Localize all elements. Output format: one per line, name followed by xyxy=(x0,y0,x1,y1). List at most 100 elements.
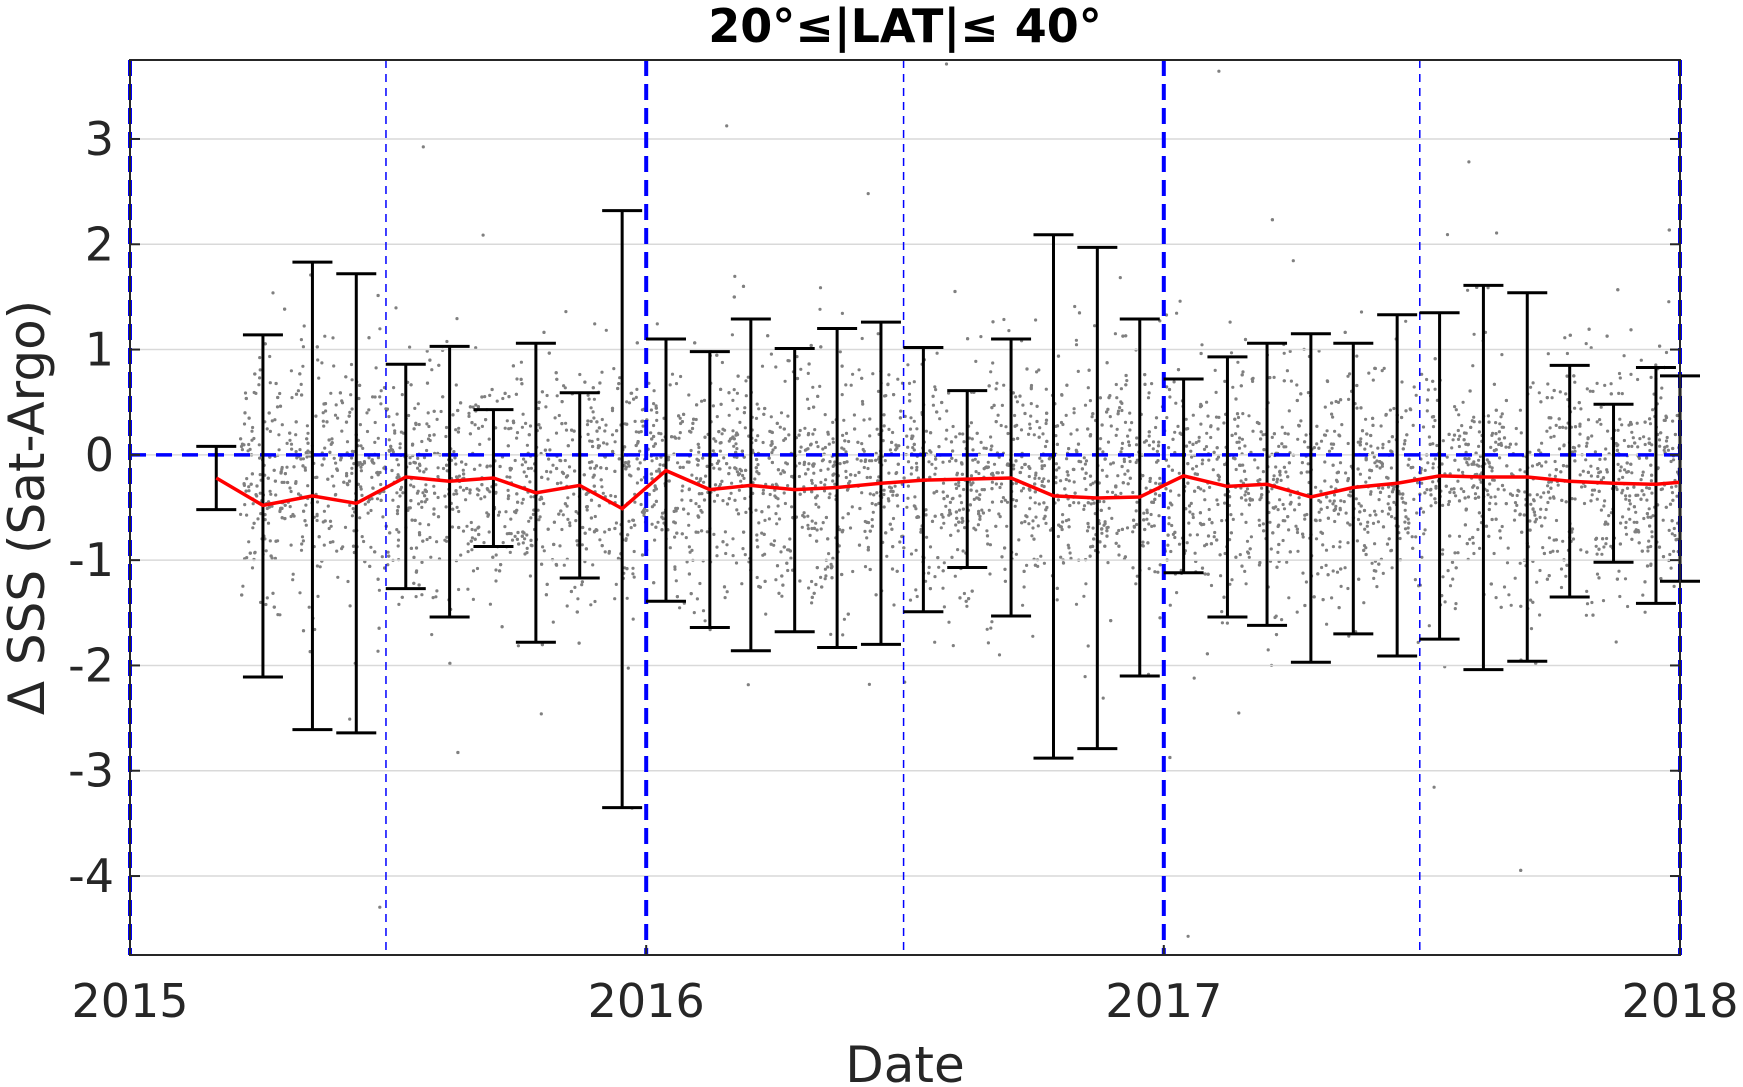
scatter-point xyxy=(454,489,458,493)
scatter-point xyxy=(245,513,249,517)
scatter-point xyxy=(1509,603,1513,607)
scatter-point xyxy=(1348,494,1352,498)
scatter-point xyxy=(456,430,460,434)
scatter-point xyxy=(511,364,515,368)
scatter-point xyxy=(1587,327,1591,331)
scatter-point xyxy=(778,425,782,429)
scatter-point xyxy=(1585,441,1589,445)
scatter-point xyxy=(1667,300,1671,304)
scatter-point xyxy=(1154,416,1159,420)
scatter-point xyxy=(418,469,422,473)
scatter-point xyxy=(1121,481,1125,485)
scatter-point xyxy=(1392,406,1396,411)
scatter-point xyxy=(641,419,645,423)
scatter-point xyxy=(278,404,283,408)
scatter-point xyxy=(1363,527,1367,531)
scatter-point xyxy=(1643,442,1647,447)
scatter-point xyxy=(243,411,247,415)
scatter-point xyxy=(729,491,733,495)
scatter-point xyxy=(508,475,512,479)
scatter-point xyxy=(882,413,886,417)
scatter-point xyxy=(1459,487,1463,491)
scatter-point xyxy=(1470,419,1474,423)
scatter-point xyxy=(461,529,466,533)
scatter-point xyxy=(342,480,346,484)
scatter-point xyxy=(992,403,996,407)
scatter-point xyxy=(1166,533,1170,537)
scatter-point xyxy=(501,396,505,401)
scatter-point xyxy=(1287,461,1291,465)
scatter-point xyxy=(958,596,962,600)
scatter-point xyxy=(417,422,421,427)
scatter-point xyxy=(1673,533,1677,538)
scatter-point xyxy=(703,619,707,623)
scatter-point xyxy=(810,601,814,605)
scatter-point xyxy=(1064,477,1068,482)
scatter-point xyxy=(775,421,779,425)
scatter-point xyxy=(1109,619,1113,623)
scatter-point xyxy=(1151,500,1156,504)
scatter-point xyxy=(810,579,814,584)
scatter-point xyxy=(362,539,366,544)
scatter-point xyxy=(1230,578,1234,582)
scatter-point xyxy=(1046,479,1051,483)
scatter-point xyxy=(467,414,471,418)
scatter-point xyxy=(1306,391,1310,395)
scatter-point xyxy=(933,514,937,518)
scatter-point xyxy=(1403,520,1407,524)
scatter-point xyxy=(1239,384,1243,388)
scatter-point xyxy=(1386,485,1391,489)
scatter-point xyxy=(990,500,995,504)
scatter-point xyxy=(814,521,818,525)
scatter-point xyxy=(1128,459,1132,464)
scatter-point xyxy=(272,468,276,472)
scatter-point xyxy=(322,457,326,461)
scatter-point xyxy=(1288,349,1292,353)
scatter-point xyxy=(1628,502,1632,506)
scatter-point xyxy=(685,560,689,564)
scatter-point xyxy=(1367,371,1371,375)
scatter-point xyxy=(882,492,886,497)
scatter-point xyxy=(244,489,248,493)
scatter-point xyxy=(1457,444,1461,449)
scatter-point xyxy=(560,470,565,474)
scatter-point xyxy=(444,425,449,430)
scatter-point xyxy=(826,430,830,434)
scatter-point xyxy=(1381,446,1385,450)
scatter-point xyxy=(433,491,437,495)
scatter-point xyxy=(1547,480,1551,484)
scatter-point xyxy=(1512,518,1517,522)
scatter-point xyxy=(593,466,597,470)
scatter-point xyxy=(1175,591,1179,595)
scatter-point xyxy=(589,406,593,410)
scatter-point xyxy=(1640,489,1644,493)
scatter-point xyxy=(960,462,964,466)
scatter-point xyxy=(1499,441,1503,445)
scatter-point xyxy=(1220,621,1224,625)
scatter-point xyxy=(930,462,934,466)
scatter-point xyxy=(1370,561,1374,565)
scatter-point xyxy=(1365,524,1369,528)
scatter-point xyxy=(376,436,380,440)
scatter-point xyxy=(1131,490,1135,495)
scatter-point xyxy=(1105,534,1109,538)
scatter-point xyxy=(1206,414,1210,418)
scatter-point xyxy=(1585,602,1590,606)
scatter-point xyxy=(300,542,304,546)
scatter-point xyxy=(1623,468,1627,472)
scatter-point xyxy=(290,396,294,400)
scatter-point xyxy=(1029,402,1033,406)
scatter-point xyxy=(1076,369,1080,373)
scatter-point xyxy=(240,448,244,452)
scatter-point xyxy=(1346,586,1350,591)
scatter-point xyxy=(1535,493,1539,497)
scatter-point xyxy=(798,428,802,433)
scatter-point xyxy=(285,465,289,469)
scatter-point xyxy=(499,563,503,567)
scatter-point xyxy=(961,519,965,523)
scatter-point xyxy=(865,475,869,480)
scatter-point xyxy=(806,467,810,471)
scatter-point xyxy=(1342,500,1346,504)
scatter-point xyxy=(1548,473,1552,477)
